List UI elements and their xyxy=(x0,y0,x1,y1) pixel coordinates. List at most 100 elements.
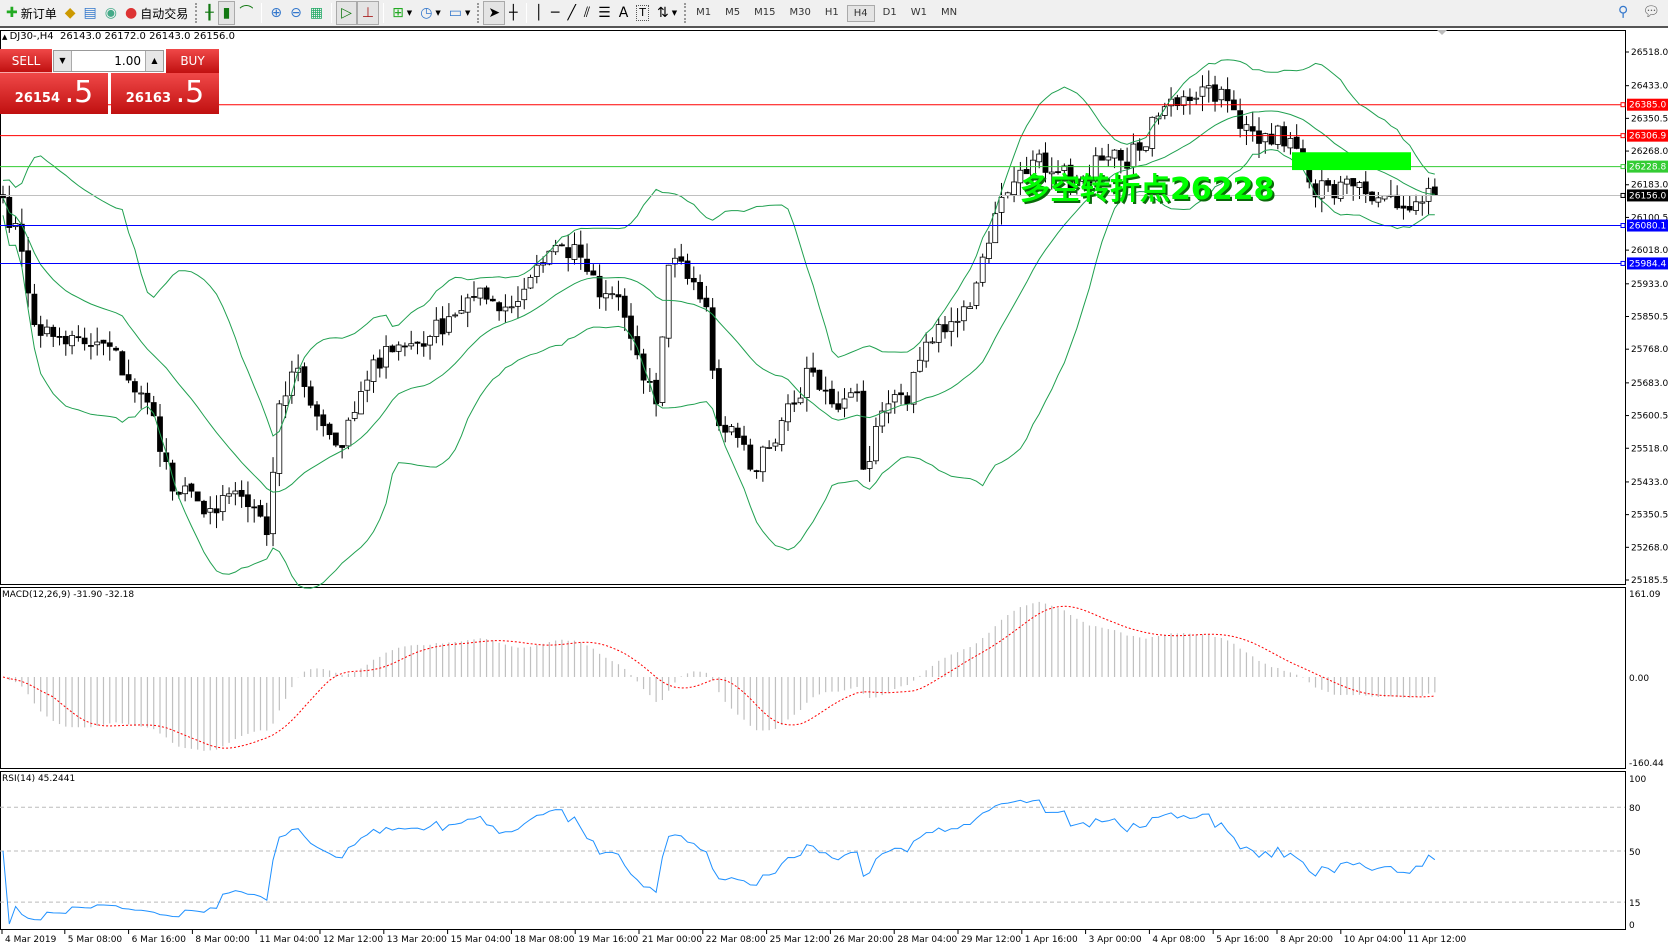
candle xyxy=(1375,192,1382,208)
candle xyxy=(1281,121,1288,153)
candle xyxy=(1325,178,1331,192)
search-icon[interactable]: ⚲ xyxy=(1617,4,1629,20)
bull-candle-body xyxy=(1161,106,1168,116)
rsi-axis-label: 15 xyxy=(1629,899,1640,909)
bull-candle-body xyxy=(785,403,791,423)
toolbar-grip[interactable] xyxy=(684,3,687,23)
bull-candle-body xyxy=(1413,201,1419,211)
chart-shift-marker-icon xyxy=(1437,30,1447,35)
market-watch-button[interactable]: ◆ xyxy=(61,1,80,25)
lot-size-input[interactable]: ▼ 1.00 ▲ xyxy=(53,50,164,72)
bear-candle-body xyxy=(1117,149,1124,161)
chart-shift-button[interactable]: ⊥ xyxy=(356,1,380,25)
zoom-out-button[interactable]: ⊖ xyxy=(286,1,306,25)
crosshair-button[interactable]: ┼ xyxy=(505,1,521,25)
candlestick-button[interactable]: ▮ xyxy=(217,1,236,25)
dropdown-arrow-icon: ▼ xyxy=(671,9,678,17)
timeframe-m30[interactable]: M30 xyxy=(789,6,811,18)
periods-button[interactable]: ◷ ▼ xyxy=(416,1,445,25)
timeframe-m15[interactable]: M15 xyxy=(754,6,776,18)
toolbar-grip[interactable] xyxy=(477,3,480,23)
candle xyxy=(1331,179,1338,205)
candle xyxy=(829,380,835,408)
bear-candle-body xyxy=(904,395,911,405)
sell-price-button[interactable]: 26154 .5 xyxy=(0,73,108,114)
zoom-in-button[interactable]: ⊕ xyxy=(266,1,286,25)
cursor-button[interactable]: ➤ xyxy=(483,1,506,25)
text-label-button[interactable]: T xyxy=(632,1,653,25)
bull-candle-body xyxy=(1017,169,1024,184)
autoscroll-button[interactable]: ▷ xyxy=(336,1,357,25)
templates-button[interactable]: ▭ ▼ xyxy=(445,1,475,25)
level-label-bg xyxy=(1627,189,1668,202)
chat-icon[interactable]: 💬︎ xyxy=(1642,4,1660,20)
candle xyxy=(891,389,898,414)
candle xyxy=(1431,178,1438,196)
new-order-button[interactable]: ✚ 新订单 xyxy=(2,1,61,25)
vertical-line-button[interactable]: │ xyxy=(531,1,547,25)
timeframe-w1[interactable]: W1 xyxy=(910,6,927,18)
bull-candle-body xyxy=(351,412,358,419)
candle xyxy=(1230,90,1237,111)
sell-button[interactable]: SELL xyxy=(0,49,52,73)
turning-point-annotation[interactable]: 多空转折点26228 xyxy=(1020,172,1275,207)
line-chart-button[interactable]: ⌒ xyxy=(235,1,257,25)
timeframe-m5[interactable]: M5 xyxy=(725,6,741,18)
collapse-arrow-icon[interactable]: ▲ xyxy=(2,33,10,41)
bar-chart-button[interactable]: ╂ xyxy=(201,1,217,25)
candle xyxy=(747,438,754,472)
level-label: 26385.0 xyxy=(1629,101,1666,111)
bear-candle-body xyxy=(1124,161,1131,169)
candle xyxy=(81,327,88,351)
bull-candle-body xyxy=(1381,195,1388,200)
candle xyxy=(37,315,44,348)
candle xyxy=(496,301,503,321)
bull-candle-body xyxy=(521,288,528,301)
candle xyxy=(157,404,163,467)
time-axis-label: 4 Apr 08:00 xyxy=(1152,935,1205,945)
horizontal-line-icon: ─ xyxy=(551,5,560,21)
candle xyxy=(1344,175,1350,194)
timeframe-h1[interactable]: H1 xyxy=(824,6,839,18)
trendline-button[interactable]: ╱ xyxy=(563,1,579,25)
bull-candle-body xyxy=(232,490,239,495)
candle xyxy=(533,254,540,284)
toolbar: ✚ 新订单 ◆ ▤ ◉ ● 自动交易 ╂ ▮ ⌒ ⊕ ⊖ ▦ ▷ ⊥ ⊞ ▼ ◷ ▼ ▭… xyxy=(0,0,1668,28)
indicators-button[interactable]: ⊞ ▼ xyxy=(388,1,416,25)
bear-candle-body xyxy=(56,336,63,338)
bull-candle-body xyxy=(766,447,773,449)
timeframe-m1[interactable]: M1 xyxy=(696,6,712,18)
candle xyxy=(383,335,389,379)
navigator-button[interactable]: ▤ xyxy=(80,1,101,25)
lot-decrease-icon[interactable]: ▼ xyxy=(54,51,72,71)
timeframe-mn[interactable]: MN xyxy=(940,6,958,18)
auto-trading-button[interactable]: ● 自动交易 xyxy=(121,1,192,25)
candle xyxy=(967,302,974,310)
lot-increase-icon[interactable]: ▲ xyxy=(145,51,163,71)
tile-windows-button[interactable]: ▦ xyxy=(306,1,327,25)
candle xyxy=(182,477,189,502)
bull-candle-body xyxy=(452,314,459,317)
timeframe-h4[interactable]: H4 xyxy=(846,4,875,22)
lot-value[interactable]: 1.00 xyxy=(114,54,141,68)
equidistant-channel-button[interactable]: ⫽ xyxy=(580,1,594,25)
level-label: 26156.0 xyxy=(1629,191,1666,201)
level-label-bg xyxy=(1627,129,1668,142)
dropdown-arrow-icon: ▼ xyxy=(465,9,471,17)
buy-price-button[interactable]: 26163 .5 xyxy=(111,73,219,114)
horizontal-line-button[interactable]: ─ xyxy=(547,1,563,25)
text-button[interactable]: A xyxy=(615,1,633,25)
candle xyxy=(960,300,967,331)
signals-button[interactable]: ◉ xyxy=(101,1,121,25)
fibonacci-button[interactable]: ☰ xyxy=(594,1,615,25)
arrows-button[interactable]: ⇅ ▼ xyxy=(653,1,681,25)
candle xyxy=(402,342,408,357)
buy-button[interactable]: BUY xyxy=(166,49,219,73)
timeframe-bar: M1 M5 M15 M30 H1 H4 D1 W1 MN xyxy=(690,4,963,22)
candle xyxy=(1011,166,1017,203)
level-handle xyxy=(1620,223,1626,229)
candle xyxy=(678,243,685,265)
toolbar-grip[interactable] xyxy=(195,3,198,23)
timeframe-d1[interactable]: D1 xyxy=(882,6,897,18)
